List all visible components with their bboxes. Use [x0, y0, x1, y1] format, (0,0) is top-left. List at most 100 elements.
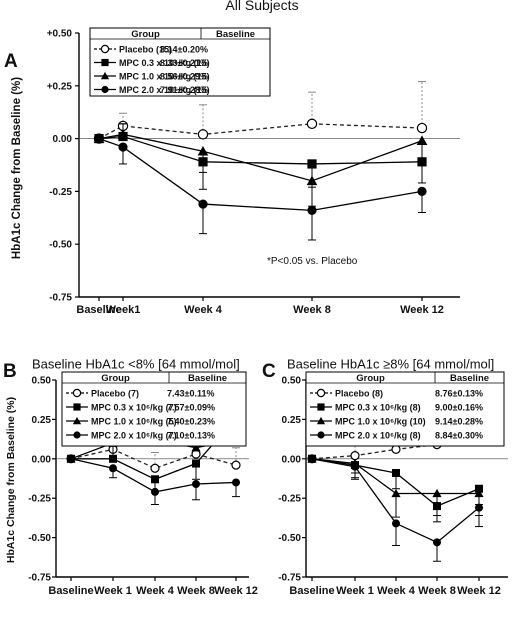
- panel-b-x-tick-label: Week 8: [177, 585, 215, 597]
- panel-b-y-tick-label: -0.50: [28, 533, 51, 544]
- panel-a-series-mpc-2-0-x-10-kg-15-point: [94, 134, 104, 144]
- panel-b-legend-swatch-marker: [72, 388, 82, 398]
- panel-a-legend-baseline-header: Baseline: [216, 29, 255, 40]
- panel-c-legend-baseline-header: Baseline: [450, 373, 489, 384]
- panel-a-legend-baseline-value: 8.56±0.29%: [160, 71, 208, 81]
- panel-c-legend-label: MPC 0.3 x 10⁶/kg (8): [335, 402, 421, 412]
- panel-b-series-mpc-2-0-x-10-kg-7-point: [67, 454, 75, 463]
- panel-b-legend: Group Baseline Placebo (7) 7.43±0.11% MPC 0.…: [61, 371, 247, 447]
- panel-a-series-mpc-0-3-x-10-kg-15-line: [98, 135, 423, 165]
- panel-a-series-mpc-1-0-x-10-kg-15-point: [416, 135, 428, 145]
- panel-b-series-placebo-7-line: [70, 448, 237, 469]
- panel-c-legend-group-header: Group: [356, 373, 385, 384]
- panel-a-legend-label: MPC 1.0 x 10⁶/kg (15): [119, 71, 210, 81]
- panel-c-y-tick-label: 0.25: [282, 415, 302, 426]
- panel-a-series-mpc-2-0-x-10-kg-15-point: [307, 205, 317, 216]
- panel-b-series-mpc-2-0-x-10-kg-7: [67, 454, 240, 506]
- panel-c-series-mpc-2-0-x-10-kg-8-point: [392, 519, 400, 528]
- panel-c-series-mpc-2-0-x-10-kg-8-point: [475, 503, 483, 512]
- panel-a-legend-label: MPC 0.3 x 10⁶/kg (15): [119, 58, 210, 68]
- panel-c-legend-swatch-marker: [316, 416, 326, 425]
- panel-b-y-tick-label: -0.75: [28, 573, 51, 584]
- panel-c-legend-baseline-value: 8.84±0.30%: [435, 430, 483, 440]
- panel-a-y-tick-label: 0.00: [53, 134, 73, 145]
- panel-b-legend-baseline-value: 7.43±0.11%: [167, 388, 214, 398]
- panel-b-legend-label: MPC 0.3 x 10⁶/kg (7): [91, 402, 177, 412]
- panel-b-series-mpc-0-3-x-10-kg-7-point: [192, 459, 200, 468]
- panel-b-legend-baseline-value: 7.57±0.09%: [167, 402, 215, 412]
- panel-a-series-mpc-1-0-x-10-kg-15-point: [197, 145, 209, 156]
- panel-c-x-tick-label: Week 4: [377, 585, 416, 597]
- panel-a-legend-swatch-marker: [101, 58, 109, 67]
- panel-a-series-mpc-2-0-x-10-kg-15-line: [98, 137, 423, 212]
- panel-c-legend-baseline-value: 9.14±0.28%: [435, 416, 483, 426]
- panel-c-series-mpc-2-0-x-10-kg-8-point: [308, 454, 316, 463]
- panel-a-y-tick-label: -0.25: [49, 187, 72, 198]
- panel-b-series-mpc-0-3-x-10-kg-7-point: [109, 454, 117, 463]
- panel-a-series-mpc-1-0-x-10-kg-15-line: [98, 133, 423, 182]
- panel-a-x-tick-label: Week 12: [400, 304, 444, 316]
- panel-a-series-mpc-1-0-x-10-kg-15-point: [117, 129, 129, 139]
- panel-c-series-mpc-1-0-x-10-kg-10-point: [474, 488, 484, 498]
- panel-a-series-mpc-1-0-x-10-kg-15-point: [306, 175, 318, 186]
- figure-title: All Subjects: [225, 0, 298, 13]
- panel-a-x-tick-label: Baseline: [76, 304, 121, 316]
- panel-c-legend-label: MPC 2.0 x 10⁶/kg (8): [335, 430, 421, 440]
- panel-b-series-placebo-7-point: [231, 460, 241, 470]
- panel-b-legend-swatch-marker: [73, 431, 81, 439]
- panel-b-series-mpc-2-0-x-10-kg-7-point: [151, 487, 159, 496]
- panel-c-x-tick-label: Week 1: [336, 585, 374, 597]
- panel-c-y-tick-label: -0.75: [278, 573, 301, 584]
- panel-a-series-mpc-0-3-x-10-kg-15-point: [307, 159, 317, 169]
- panel-b-legend-baseline-value: 7.10±0.13%: [167, 430, 215, 440]
- panel-c-series-placebo-8-point: [391, 444, 401, 454]
- panel-b-x-tick-label: Baseline: [48, 585, 93, 597]
- panel-a-legend-baseline-value: 8.14±0.20%: [160, 44, 208, 54]
- panel-b-letter: B: [3, 361, 17, 382]
- panel-c-x-tick-label: Baseline: [289, 585, 334, 597]
- panel-b-legend-swatch-marker: [72, 416, 82, 425]
- panel-c-title: Baseline HbA1c ≥8% [64 mmol/mol]: [287, 356, 494, 371]
- panel-b-x-tick-label: Week 1: [94, 585, 132, 597]
- panel-c-legend-swatch-marker: [317, 403, 325, 411]
- panel-b-x-tick-label: Week 12: [214, 585, 258, 597]
- panel-c-legend-swatch-marker: [317, 431, 325, 439]
- panel-b-title: Baseline HbA1c <8% [64 mmol/mol]: [32, 356, 240, 371]
- panel-c-y-tick-label: -0.50: [278, 533, 301, 544]
- panel-a-series-mpc-2-0-x-10-kg-15: [94, 134, 427, 241]
- panel-a-series-placebo-15-point: [416, 122, 428, 134]
- panel-c-series-mpc-2-0-x-10-kg-8-point: [433, 538, 441, 547]
- panel-a-chart: A HbA1c Change from Baseline (%) +0.50 +0.2…: [4, 27, 460, 316]
- panel-a-significance-note: *P<0.05 vs. Placebo: [267, 256, 358, 267]
- panel-a-y-tick-label: -0.75: [49, 293, 72, 304]
- panel-c-x-tick-label: Week 8: [418, 585, 456, 597]
- panel-a-series-placebo-15-line: [98, 123, 423, 140]
- panel-a-legend-label: Placebo (15): [119, 44, 172, 54]
- panel-b-legend-label: MPC 2.0 x 10⁶/kg (7): [91, 430, 177, 440]
- panel-a-x-tick-label: Week 4: [184, 304, 223, 316]
- panel-b-y-tick-label: 0.25: [32, 415, 52, 426]
- panel-b-legend-baseline-header: Baseline: [188, 373, 227, 384]
- panel-c-legend-swatch-marker: [316, 388, 326, 398]
- panel-b-legend-box: [61, 371, 247, 447]
- panel-b-series-mpc-2-0-x-10-kg-7-point: [192, 480, 200, 489]
- panel-b-legend-group-header: Group: [101, 373, 130, 384]
- panel-b-series-mpc-2-0-x-10-kg-7-point: [109, 464, 117, 473]
- panel-c-x-tick-label: Week 12: [457, 585, 501, 597]
- panel-a-series-placebo-15-point: [197, 129, 209, 140]
- panel-b-chart: B Baseline HbA1c <8% [64 mmol/mol] HbA1c C…: [3, 356, 258, 597]
- panel-b-x-tick-label: Week 4: [136, 585, 175, 597]
- panel-c-y-tick-label: -0.25: [278, 494, 301, 505]
- panel-a-legend-swatch-marker: [100, 44, 110, 54]
- panel-c-chart: C Baseline HbA1c ≥8% [64 mmol/mol] 0.50 0.2…: [262, 356, 508, 597]
- panel-a-legend-baseline-value: 8.33±0.21%: [160, 58, 208, 68]
- panel-b-y-tick-label: 0.50: [32, 376, 52, 387]
- panel-c-legend-baseline-value: 8.76±0.13%: [435, 388, 483, 398]
- panel-a-legend-swatch-marker: [101, 85, 109, 94]
- panel-c-y-tick-label: 0.50: [282, 376, 302, 387]
- panel-b-y-axis-label: HbA1c Change from Baseline (%): [5, 397, 17, 563]
- panel-b-series-placebo-7-point: [150, 463, 160, 473]
- panel-c-legend-baseline-value: 9.00±0.16%: [435, 402, 483, 412]
- panel-a-x-tick-label: Week1: [106, 304, 141, 316]
